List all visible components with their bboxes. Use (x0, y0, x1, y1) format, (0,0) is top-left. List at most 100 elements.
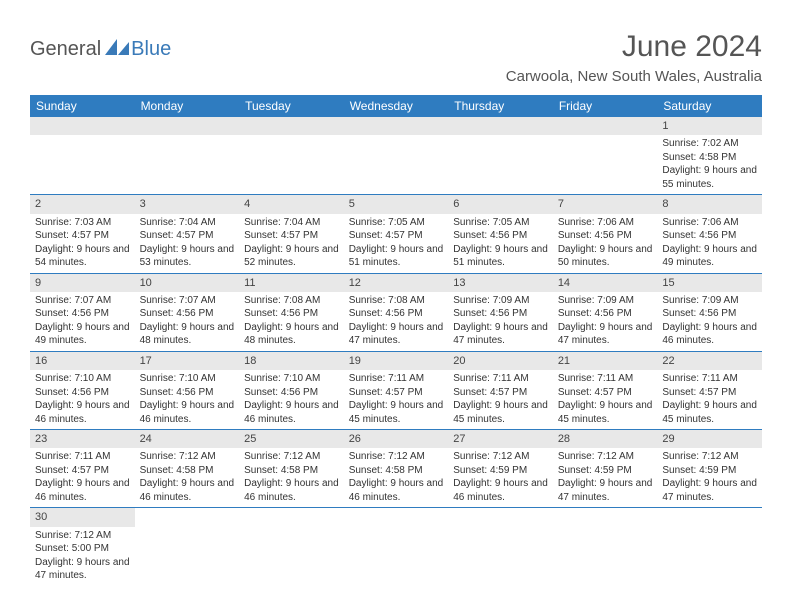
sunrise-text: Sunrise: 7:12 AM (453, 450, 548, 464)
day-number: 21 (553, 352, 658, 370)
day-cell: 4 Sunrise: 7:04 AMSunset: 4:57 PMDaylight… (239, 195, 344, 273)
week-row: 9Sunrise: 7:07 AMSunset: 4:56 PMDaylight… (30, 273, 762, 351)
day-number: 3 (135, 195, 240, 213)
day-info: Sunrise: 7:06 AMSunset: 4:56 PMDaylight:… (662, 216, 757, 270)
daylight-text: Daylight: 9 hours and 46 minutes. (349, 477, 444, 504)
day-cell: 26Sunrise: 7:12 AMSunset: 4:58 PMDayligh… (344, 430, 449, 508)
day-number: 16 (30, 352, 135, 370)
sunset-text: Sunset: 4:59 PM (662, 464, 757, 478)
daylight-text: Daylight: 9 hours and 46 minutes. (35, 477, 130, 504)
day-cell (448, 508, 553, 586)
title-block: June 2024 Carwoola, New South Wales, Aus… (506, 30, 762, 85)
daylight-text: Daylight: 9 hours and 46 minutes. (140, 477, 235, 504)
day-info: Sunrise: 7:05 AMSunset: 4:56 PMDaylight:… (453, 216, 548, 270)
day-cell: 8 Sunrise: 7:06 AMSunset: 4:56 PMDaylight… (657, 195, 762, 273)
week-row: 23Sunrise: 7:11 AMSunset: 4:57 PMDayligh… (30, 430, 762, 508)
sunrise-text: Sunrise: 7:02 AM (662, 137, 757, 151)
day-info: Sunrise: 7:07 AMSunset: 4:56 PMDaylight:… (35, 294, 130, 348)
day-cell (30, 117, 135, 195)
location-text: Carwoola, New South Wales, Australia (506, 68, 762, 85)
day-cell: 29Sunrise: 7:12 AMSunset: 4:59 PMDayligh… (657, 430, 762, 508)
day-cell (448, 117, 553, 195)
sunrise-text: Sunrise: 7:12 AM (244, 450, 339, 464)
day-cell (135, 117, 240, 195)
day-cell: 23 Sunrise: 7:11 AMSunset: 4:57 PMDayligh… (30, 430, 135, 508)
day-cell: 14 Sunrise: 7:09 AMSunset: 4:56 PMDayligh… (553, 273, 658, 351)
day-number (239, 117, 344, 135)
sunrise-text: Sunrise: 7:09 AM (453, 294, 548, 308)
sunset-text: Sunset: 4:57 PM (35, 464, 130, 478)
sunset-text: Sunset: 4:58 PM (349, 464, 444, 478)
sunset-text: Sunset: 4:56 PM (140, 307, 235, 321)
day-number: 23 (30, 430, 135, 448)
day-number: 14 (553, 274, 658, 292)
sunrise-text: Sunrise: 7:11 AM (453, 372, 548, 386)
day-info: Sunrise: 7:04 AMSunset: 4:57 PMDaylight:… (244, 216, 339, 270)
day-cell: 2Sunrise: 7:03 AMSunset: 4:57 PMDaylight… (30, 195, 135, 273)
daylight-text: Daylight: 9 hours and 47 minutes. (558, 477, 653, 504)
sunset-text: Sunset: 4:56 PM (662, 307, 757, 321)
day-cell: 24Sunrise: 7:12 AMSunset: 4:58 PMDayligh… (135, 430, 240, 508)
day-cell (344, 508, 449, 586)
calendar-table: SundayMondayTuesdayWednesdayThursdayFrid… (30, 95, 762, 586)
sunrise-text: Sunrise: 7:07 AM (35, 294, 130, 308)
day-header: Thursday (448, 95, 553, 117)
sunset-text: Sunset: 4:56 PM (35, 386, 130, 400)
day-number: 5 (344, 195, 449, 213)
day-number: 8 (657, 195, 762, 213)
sunrise-text: Sunrise: 7:07 AM (140, 294, 235, 308)
daylight-text: Daylight: 9 hours and 52 minutes. (244, 243, 339, 270)
sunrise-text: Sunrise: 7:12 AM (558, 450, 653, 464)
daylight-text: Daylight: 9 hours and 47 minutes. (558, 321, 653, 348)
sunrise-text: Sunrise: 7:11 AM (349, 372, 444, 386)
day-number (30, 117, 135, 135)
daylight-text: Daylight: 9 hours and 51 minutes. (349, 243, 444, 270)
day-cell: 15Sunrise: 7:09 AMSunset: 4:56 PMDayligh… (657, 273, 762, 351)
header: General Blue June 2024 Carwoola, New Sou… (30, 30, 762, 85)
sunset-text: Sunset: 4:58 PM (662, 151, 757, 165)
day-info: Sunrise: 7:08 AMSunset: 4:56 PMDaylight:… (349, 294, 444, 348)
sunrise-text: Sunrise: 7:12 AM (349, 450, 444, 464)
week-row: 16Sunrise: 7:10 AMSunset: 4:56 PMDayligh… (30, 351, 762, 429)
day-info: Sunrise: 7:11 AMSunset: 4:57 PMDaylight:… (453, 372, 548, 426)
day-info: Sunrise: 7:12 AMSunset: 4:58 PMDaylight:… (244, 450, 339, 504)
day-header: Monday (135, 95, 240, 117)
day-cell (553, 508, 658, 586)
day-info: Sunrise: 7:11 AMSunset: 4:57 PMDaylight:… (662, 372, 757, 426)
sunrise-text: Sunrise: 7:10 AM (140, 372, 235, 386)
day-cell (135, 508, 240, 586)
day-cell (239, 508, 344, 586)
day-info: Sunrise: 7:03 AMSunset: 4:57 PMDaylight:… (35, 216, 130, 270)
day-number: 4 (239, 195, 344, 213)
sunset-text: Sunset: 4:56 PM (662, 229, 757, 243)
sunrise-text: Sunrise: 7:05 AM (349, 216, 444, 230)
day-header: Tuesday (239, 95, 344, 117)
daylight-text: Daylight: 9 hours and 46 minutes. (35, 399, 130, 426)
day-cell: 5 Sunrise: 7:05 AMSunset: 4:57 PMDaylight… (344, 195, 449, 273)
sunset-text: Sunset: 4:56 PM (244, 307, 339, 321)
day-number: 25 (239, 430, 344, 448)
day-cell: 25 Sunrise: 7:12 AMSunset: 4:58 PMDayligh… (239, 430, 344, 508)
day-info: Sunrise: 7:09 AMSunset: 4:56 PMDaylight:… (558, 294, 653, 348)
day-number: 12 (344, 274, 449, 292)
day-cell (657, 508, 762, 586)
day-cell: 6 Sunrise: 7:05 AMSunset: 4:56 PMDaylight… (448, 195, 553, 273)
sunset-text: Sunset: 4:56 PM (558, 229, 653, 243)
daylight-text: Daylight: 9 hours and 54 minutes. (35, 243, 130, 270)
sail-icon (105, 39, 129, 55)
day-number: 6 (448, 195, 553, 213)
day-info: Sunrise: 7:10 AMSunset: 4:56 PMDaylight:… (244, 372, 339, 426)
day-number: 22 (657, 352, 762, 370)
day-info: Sunrise: 7:05 AMSunset: 4:57 PMDaylight:… (349, 216, 444, 270)
sunset-text: Sunset: 4:59 PM (453, 464, 548, 478)
sunset-text: Sunset: 4:57 PM (140, 229, 235, 243)
day-info: Sunrise: 7:12 AMSunset: 4:58 PMDaylight:… (140, 450, 235, 504)
day-info: Sunrise: 7:09 AMSunset: 4:56 PMDaylight:… (453, 294, 548, 348)
sunrise-text: Sunrise: 7:11 AM (35, 450, 130, 464)
day-number: 28 (553, 430, 658, 448)
sunset-text: Sunset: 4:58 PM (140, 464, 235, 478)
sunset-text: Sunset: 4:57 PM (244, 229, 339, 243)
sunrise-text: Sunrise: 7:06 AM (662, 216, 757, 230)
day-header-row: SundayMondayTuesdayWednesdayThursdayFrid… (30, 95, 762, 117)
day-header: Sunday (30, 95, 135, 117)
